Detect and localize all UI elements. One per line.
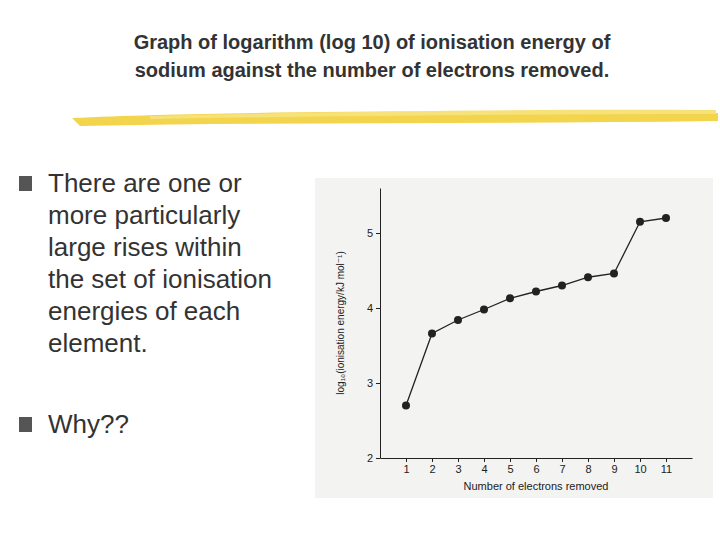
x-tick-mark [536, 458, 537, 462]
x-tick-mark [484, 458, 485, 462]
x-tick-mark [640, 458, 641, 462]
x-tick: 7 [559, 458, 565, 475]
text-line: Why?? [48, 409, 129, 439]
y-tick-mark [376, 233, 380, 234]
bullet-marker [19, 417, 32, 432]
x-tick-label: 7 [559, 463, 565, 475]
data-point [584, 273, 592, 281]
x-tick-mark [458, 458, 459, 462]
x-tick-mark [666, 458, 667, 462]
y-tick: 4 [367, 302, 380, 314]
x-tick-label: 2 [429, 463, 435, 475]
x-tick-mark [588, 458, 589, 462]
x-tick: 2 [429, 458, 435, 475]
data-point [506, 294, 514, 302]
x-tick-label: 8 [585, 463, 591, 475]
x-tick: 10 [634, 458, 646, 475]
data-point [428, 330, 436, 338]
data-point [610, 270, 618, 278]
x-tick-label: 6 [533, 463, 539, 475]
text-line: sodium against the number of electrons r… [135, 59, 610, 81]
x-tick-label: 10 [634, 463, 646, 475]
x-tick: 11 [661, 458, 672, 475]
x-tick: 1 [403, 458, 409, 475]
text-line: more particularly [48, 200, 240, 230]
y-tick-label: 5 [367, 227, 373, 239]
x-tick-mark [432, 458, 433, 462]
x-tick-mark [562, 458, 563, 462]
y-tick-mark [376, 458, 380, 459]
y-tick: 2 [367, 452, 380, 464]
data-point [532, 288, 540, 296]
y-axis-line [380, 189, 381, 459]
y-tick-mark [376, 308, 380, 309]
text-line: the set of ionisation [48, 264, 272, 294]
x-tick: 3 [455, 458, 461, 475]
slide: Graph of logarithm (log 10) of ionisatio… [0, 0, 720, 540]
data-point [454, 316, 462, 324]
text-line: element. [48, 328, 148, 358]
y-tick: 3 [367, 377, 380, 389]
x-tick-label: 11 [661, 463, 672, 475]
text-line: There are one or [48, 168, 242, 198]
y-axis-title: log₁₀(ionisation energy/kJ mol⁻¹) [335, 251, 346, 394]
y-tick-label: 2 [367, 452, 373, 464]
y-tick-mark [376, 383, 380, 384]
y-tick-label: 4 [367, 302, 373, 314]
x-tick: 6 [533, 458, 539, 475]
x-tick: 5 [507, 458, 513, 475]
plot-area [402, 214, 670, 410]
data-line [406, 218, 666, 406]
background [0, 0, 720, 540]
bullet-text: There are one ormore particularlylarge r… [48, 168, 272, 358]
x-tick-mark [406, 458, 407, 462]
x-tick: 8 [585, 458, 591, 475]
x-tick-label: 4 [481, 463, 487, 475]
x-tick-label: 5 [507, 463, 513, 475]
y-tick: 5 [367, 227, 380, 239]
x-tick: 9 [611, 458, 617, 475]
bullet-text: Why?? [48, 409, 129, 439]
title-underline-highlight [150, 110, 716, 119]
x-tick-label: 3 [455, 463, 461, 475]
x-axis-title: Number of electrons removed [464, 480, 609, 492]
bullet-marker [19, 176, 32, 191]
x-tick-label: 9 [611, 463, 617, 475]
x-axis: 1 2 3 4 5 6 7 8 9 10 11 [381, 458, 693, 475]
text-line: Graph of logarithm (log 10) of ionisatio… [134, 31, 611, 53]
chart-background [315, 178, 713, 498]
data-point [636, 218, 644, 226]
text-line: energies of each [48, 296, 240, 326]
data-point [662, 214, 670, 222]
title: Graph of logarithm (log 10) of ionisatio… [134, 31, 611, 81]
x-tick: 4 [481, 458, 487, 475]
y-axis: 2 3 4 5 [367, 189, 381, 465]
x-tick-mark [614, 458, 615, 462]
x-tick-label: 1 [403, 463, 409, 475]
y-tick-label: 3 [367, 377, 373, 389]
x-tick-mark [510, 458, 511, 462]
text-line: large rises within [48, 232, 242, 262]
data-point [480, 306, 488, 314]
data-point [558, 282, 566, 290]
data-point [402, 402, 410, 410]
